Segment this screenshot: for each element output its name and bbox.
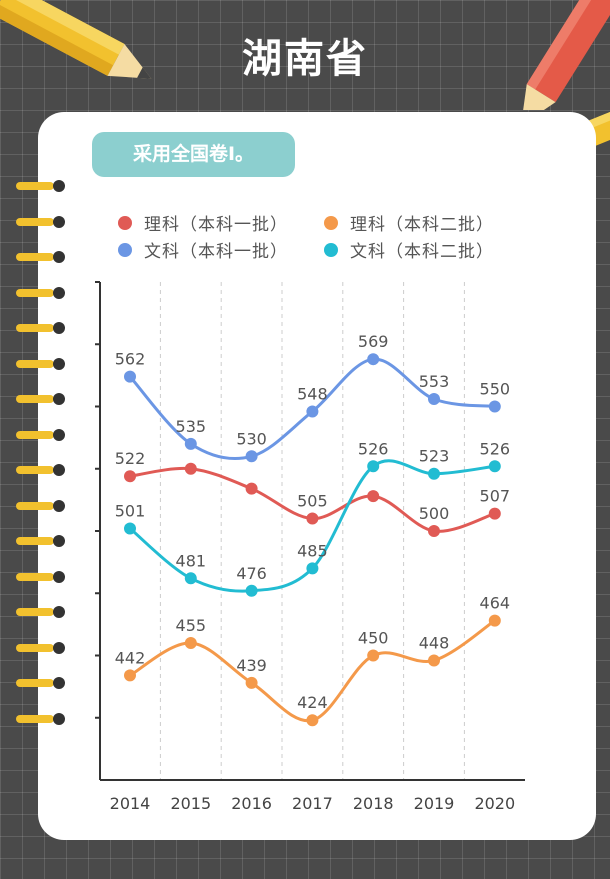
x-tick-label: 2020 [474,794,515,813]
spiral-ring-icon [16,215,65,228]
x-tick-label: 2016 [231,794,272,813]
data-point [488,460,501,473]
data-label: 562 [115,350,146,369]
data-label: 439 [236,656,267,675]
data-point [245,482,258,495]
data-label: 442 [115,648,146,667]
data-label: 448 [419,633,450,652]
data-point [367,460,380,473]
data-point [245,584,258,597]
data-point [428,525,440,537]
data-label: 501 [115,502,146,521]
data-point [124,370,136,383]
exam-badge: 采用全国卷Ⅰ。 [92,132,295,177]
legend-item-wenke-er: 文科（本科二批） [324,237,494,262]
data-point [488,614,501,627]
spiral-ring-icon [16,535,65,547]
spiral-ring-icon [16,641,65,654]
legend-dot [324,215,338,230]
data-label: 526 [480,439,511,458]
data-point [306,405,319,418]
legend-item-wenke-yi: 文科（本科一批） [118,237,288,262]
legend-item-like-yi: 理科（本科一批） [118,210,288,235]
data-point [428,467,440,480]
data-point [367,353,380,366]
data-label: 424 [297,693,328,712]
legend-label: 理科（本科二批） [350,215,494,235]
legend-label: 文科（本科一批） [144,242,288,262]
data-point [306,562,319,575]
x-tick-label: 2017 [292,794,333,813]
legend-label: 文科（本科二批） [350,242,494,262]
spiral-ring-icon [16,712,65,725]
spiral-ring-icon [16,570,65,583]
data-label: 455 [176,616,207,635]
data-label: 535 [176,417,207,436]
data-point [124,669,136,682]
data-label: 526 [358,439,389,458]
data-point [306,714,319,727]
x-tick-label: 2014 [110,794,151,813]
pencil-top-left-icon [0,0,152,79]
data-label: 569 [358,332,389,351]
data-label: 550 [480,380,511,399]
data-label: 507 [480,487,511,506]
spiral-ring-icon [16,286,65,299]
data-point [306,512,319,525]
data-point [245,676,258,689]
data-point [124,470,136,483]
data-point [124,522,136,535]
pencil-top-right-icon [521,0,610,110]
x-tick-label: 2015 [170,794,211,813]
legend-item-like-er: 理科（本科二批） [324,210,494,235]
legend-label: 理科（本科一批） [144,215,288,235]
data-label: 548 [297,384,328,403]
spiral-ring-icon [16,606,65,618]
spiral-ring-icon [16,251,65,263]
legend-dot [118,242,132,257]
spiral-ring-icon [16,322,65,334]
data-point [488,507,501,520]
spiral-ring-icon [16,677,65,689]
data-point [367,649,380,662]
data-label: 530 [236,429,267,448]
spiral-ring-icon [16,499,65,512]
x-tick-label: 2018 [353,794,394,813]
spiral-ring-icon [16,393,65,405]
data-label: 505 [297,492,328,511]
spiral-ring-icon [16,464,65,476]
data-label: 500 [419,504,450,523]
x-tick-label: 2019 [414,794,455,813]
data-point [428,393,440,406]
data-point [184,572,197,585]
data-point [184,437,197,450]
data-point [488,400,501,413]
page-title: 湖南省 [242,36,368,82]
data-label: 464 [480,594,511,613]
spiral-ring-icon [16,357,65,370]
legend-dot [118,215,132,230]
data-point [184,462,197,475]
data-label: 553 [419,372,450,391]
legend-dot [324,242,338,257]
data-label: 485 [297,541,328,560]
data-label: 481 [176,551,207,570]
spiral-ring-icon [16,180,65,192]
data-label: 450 [358,629,389,648]
data-label: 523 [419,447,450,466]
data-point [245,450,258,463]
data-label: 522 [115,449,146,468]
data-point [184,637,197,650]
data-point [428,654,440,667]
data-label: 476 [236,564,267,583]
data-point [367,490,380,503]
spiral-ring-icon [16,428,65,441]
